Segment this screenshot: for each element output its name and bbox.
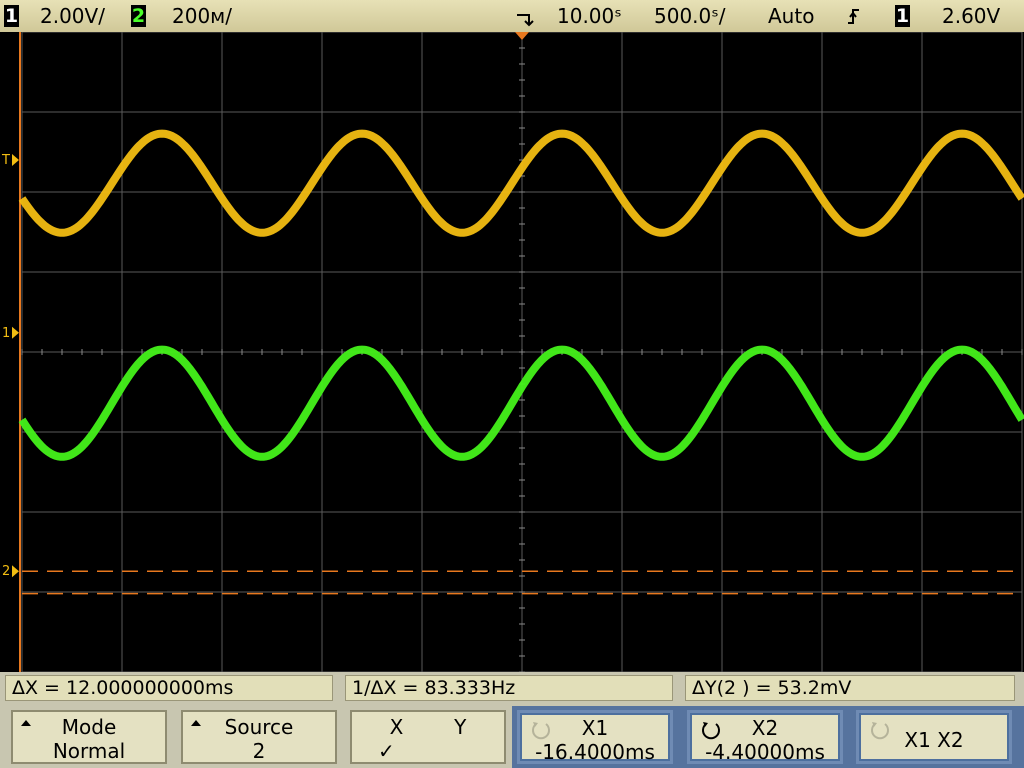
rotate-knob-icon <box>702 722 720 740</box>
trigger-level-marker-arrow <box>12 154 19 166</box>
x2-value: -4.40000ms <box>705 740 825 764</box>
ch2-ground-marker-label: 2 <box>2 564 10 579</box>
mode-label: Mode <box>61 715 117 739</box>
ch2-badge[interactable]: 2 <box>131 5 146 27</box>
xy-label: X Y <box>389 715 467 739</box>
menu-arrow-icon <box>21 720 31 726</box>
rising-edge-icon <box>848 9 859 24</box>
time-scale: 500.0ˢ/ <box>654 4 726 28</box>
ch1-scale: 2.00V/ <box>40 4 105 28</box>
rotate-knob-icon <box>871 722 889 740</box>
channel-1-waveform <box>18 129 1024 237</box>
ch1-badge[interactable]: 1 <box>4 5 19 27</box>
source-value: 2 <box>252 739 266 763</box>
x2-label: X2 <box>751 716 779 740</box>
delta-y-readout: ΔY(2 ) = 53.2mV <box>685 675 1015 701</box>
source-softkey[interactable]: Source 2 <box>181 710 337 764</box>
menu-arrow-icon <box>191 720 201 726</box>
xy-softkey[interactable]: X Y ✓ <box>350 710 506 764</box>
time-reference-marker <box>515 32 529 40</box>
checkmark-icon: ✓ <box>378 739 395 763</box>
trigger-level-marker-label: T <box>1 153 10 168</box>
x1-label: X1 <box>581 716 609 740</box>
trigger-mode: Auto <box>768 4 815 28</box>
trigger-level: 2.60V <box>942 4 1001 28</box>
channel-2-waveform <box>18 345 1024 461</box>
x1-softkey[interactable]: X1 -16.4000ms <box>517 710 673 764</box>
ch1-ground-marker-label: 1 <box>2 326 10 341</box>
mode-softkey[interactable]: Mode Normal <box>11 710 167 764</box>
scope-status-bar: 1 2.00V/ 2 200ᴍ/ 10.00ˢ 500.0ˢ/ Auto 1 2… <box>0 0 1024 32</box>
waveform-display: T 1 2 <box>0 31 1024 673</box>
x1-x2-label: X1 X2 <box>904 728 964 752</box>
ch1-ground-marker-arrow <box>12 326 19 339</box>
time-reference: 10.00ˢ <box>557 4 622 28</box>
x1-x2-softkey[interactable]: X1 X2 <box>856 710 1012 764</box>
trigger-source-badge[interactable]: 1 <box>895 5 910 27</box>
measurement-bar: ΔX = 12.000000000ms 1/ΔX = 83.333Hz ΔY(2… <box>0 672 1024 706</box>
delta-x-readout: ΔX = 12.000000000ms <box>5 675 333 701</box>
softkey-bar: Mode Normal Source 2 X Y ✓ X1 -16.4000ms… <box>0 706 1024 768</box>
inverse-delta-x-readout: 1/ΔX = 83.333Hz <box>345 675 673 701</box>
x1-value: -16.4000ms <box>535 740 655 764</box>
x2-softkey[interactable]: X2 -4.40000ms <box>687 710 843 764</box>
mode-value: Normal <box>52 739 126 763</box>
graticule: T 1 2 <box>1 31 1024 673</box>
ch2-ground-marker-arrow <box>12 565 19 578</box>
ch1-ground-marker: 1 <box>2 326 19 341</box>
ch2-ground-marker: 2 <box>2 564 19 579</box>
source-label: Source <box>224 715 294 739</box>
trigger-level-marker: T <box>1 153 19 168</box>
rotate-knob-icon <box>532 722 550 740</box>
time-reference-icon <box>517 14 534 27</box>
ch2-scale: 200ᴍ/ <box>172 4 232 28</box>
